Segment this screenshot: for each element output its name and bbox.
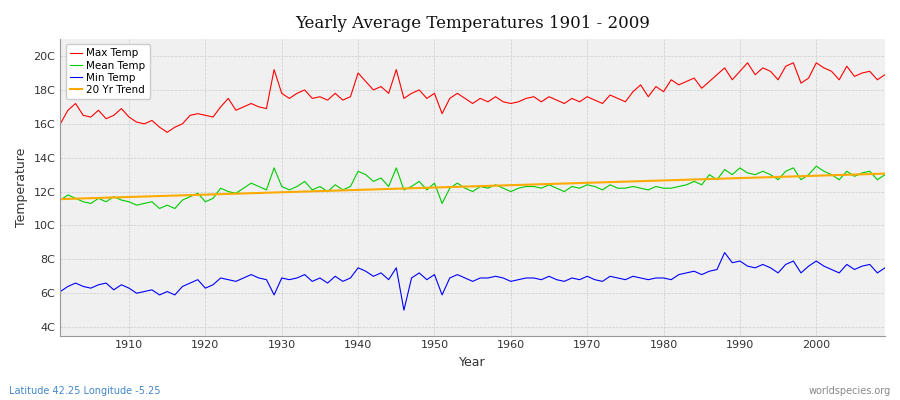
Title: Yearly Average Temperatures 1901 - 2009: Yearly Average Temperatures 1901 - 2009 [295,15,650,32]
20 Yr Trend [879,171,890,176]
Line: Min Temp: Min Temp [60,252,885,310]
20 Yr Trend [506,183,517,188]
Mean Temp [338,188,348,192]
Min Temp [513,277,524,282]
Max Temp [879,72,890,77]
20 Yr Trend [597,180,608,185]
20 Yr Trend [284,190,295,194]
Mean Temp [513,186,524,190]
Mean Temp [879,172,890,177]
Max Temp [55,122,66,126]
Min Temp [284,277,295,282]
Max Temp [605,93,616,98]
Mean Temp [116,198,127,202]
20 Yr Trend [329,188,340,193]
Text: worldspecies.org: worldspecies.org [809,386,891,396]
Min Temp [116,282,127,287]
Mean Temp [55,198,66,202]
20 Yr Trend [116,195,127,200]
Min Temp [329,274,340,279]
Text: Latitude 42.25 Longitude -5.25: Latitude 42.25 Longitude -5.25 [9,386,160,396]
Mean Temp [605,182,616,187]
Min Temp [719,250,730,255]
Max Temp [162,130,173,135]
Legend: Max Temp, Mean Temp, Min Temp, 20 Yr Trend: Max Temp, Mean Temp, Min Temp, 20 Yr Tre… [66,44,149,99]
Mean Temp [292,184,302,189]
Min Temp [879,266,890,270]
Max Temp [338,98,348,102]
Y-axis label: Temperature: Temperature [15,148,28,227]
Max Temp [116,106,127,111]
Line: 20 Yr Trend: 20 Yr Trend [60,174,885,199]
Min Temp [55,289,66,294]
Min Temp [605,274,616,279]
Max Temp [742,60,753,65]
Line: Max Temp: Max Temp [60,63,885,132]
Mean Temp [154,206,165,211]
20 Yr Trend [55,197,66,202]
Max Temp [513,99,524,104]
Mean Temp [811,164,822,168]
Mean Temp [506,189,517,194]
Min Temp [506,279,517,284]
20 Yr Trend [498,183,508,188]
Max Temp [506,101,517,106]
Max Temp [292,91,302,96]
X-axis label: Year: Year [459,356,486,369]
Min Temp [399,308,410,312]
Line: Mean Temp: Mean Temp [60,166,885,208]
